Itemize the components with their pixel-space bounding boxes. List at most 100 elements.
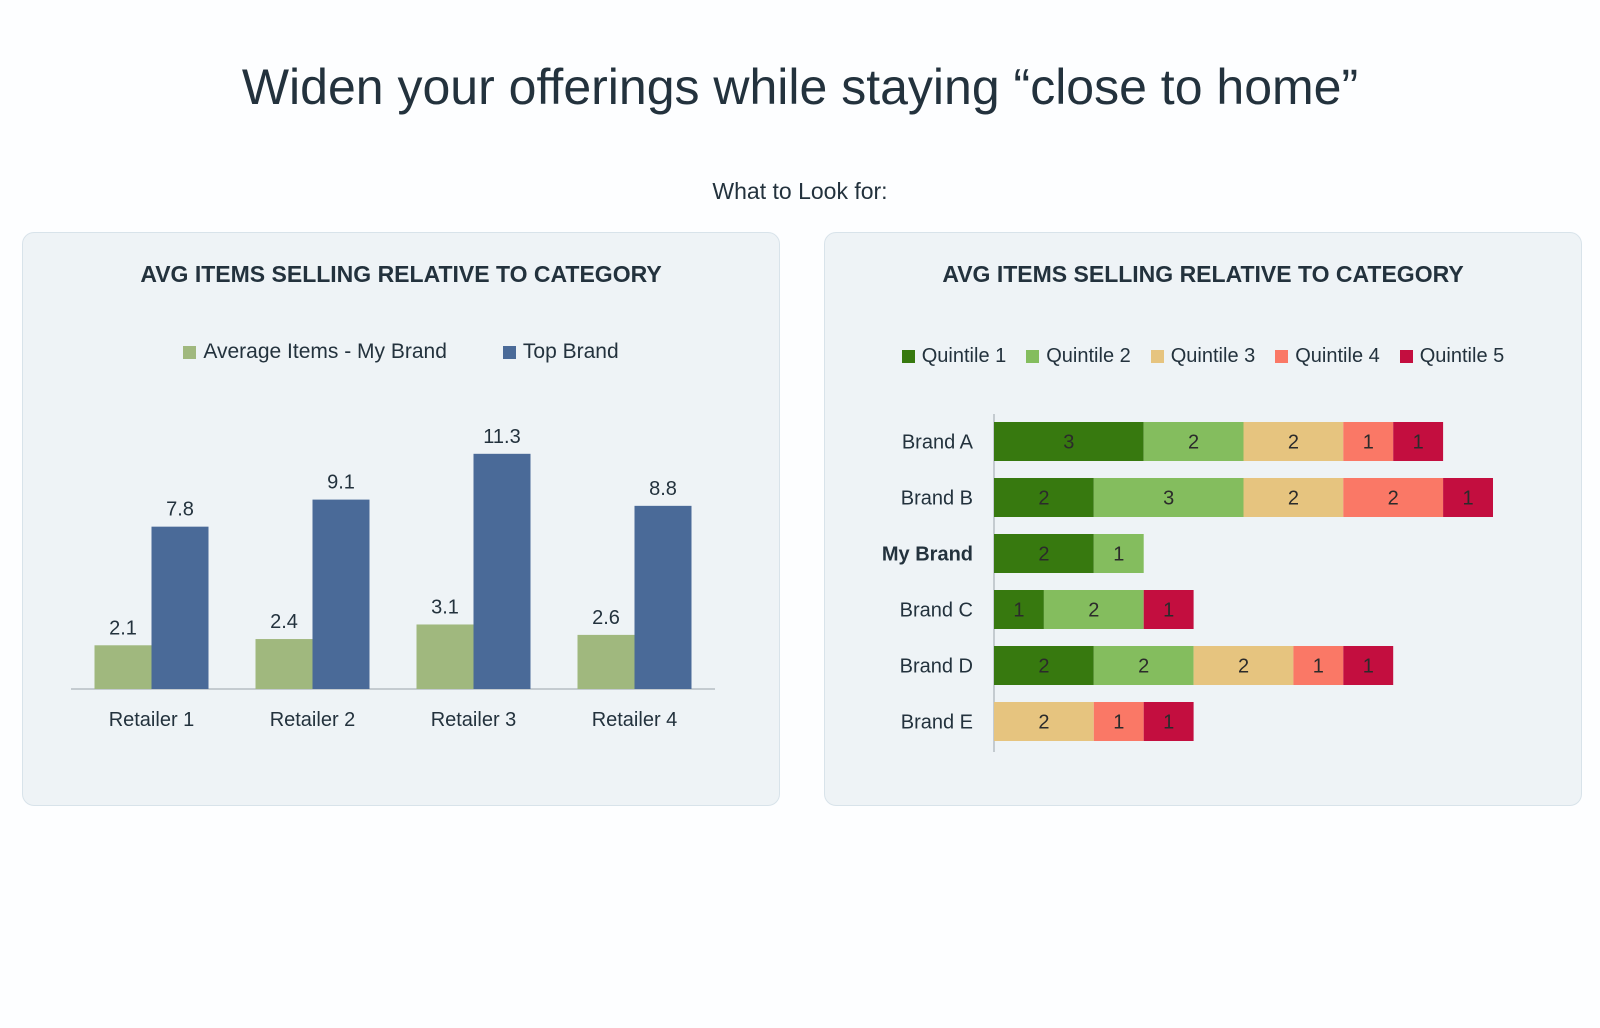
- segment-label-quintile-1-brand-d: 2: [1038, 656, 1049, 678]
- legend-swatch-quintile-5: [1399, 350, 1413, 363]
- legend-swatch-my-brand: [183, 345, 197, 359]
- segment-quintile-4-brand-d: [1293, 646, 1344, 685]
- data-label-top-brand-retailer-1: 7.8: [166, 499, 194, 521]
- page-title: Widen your offerings while staying “clos…: [241, 59, 1359, 115]
- bar-top-brand-retailer-2: [312, 499, 370, 689]
- legend-label-quintile-2: Quintile 2: [1046, 345, 1131, 367]
- bar-top-brand-retailer-4: [634, 505, 692, 689]
- segment-label-quintile-5-brand-d: 1: [1363, 656, 1374, 678]
- legend-swatch-quintile-1: [901, 350, 915, 363]
- legend-label-quintile-1: Quintile 1: [921, 345, 1007, 367]
- segment-label-quintile-2-my-brand: 1: [1113, 544, 1124, 566]
- bar-average-items-my-brand-retailer-3: [416, 624, 474, 689]
- segment-quintile-2-brand-b: [1093, 478, 1244, 517]
- legend-swatch-quintile-2: [1026, 350, 1040, 363]
- segment-label-quintile-3-brand-a: 2: [1288, 432, 1299, 454]
- segment-quintile-5-brand-b: [1443, 478, 1493, 517]
- segment-label-quintile-2-brand-a: 2: [1188, 432, 1199, 454]
- y-tick-label-brand-b: Brand B: [901, 488, 973, 510]
- segment-label-quintile-1-brand-c: 1: [1013, 600, 1024, 622]
- page-subtitle: What to Look for:: [712, 178, 888, 204]
- legend-item-quintile-1: Quintile 1: [901, 345, 1007, 368]
- segment-label-quintile-1-brand-b: 2: [1038, 488, 1049, 510]
- x-tick-label-retailer-4: Retailer 4: [592, 709, 678, 731]
- segment-label-quintile-3-brand-d: 2: [1238, 656, 1249, 678]
- segment-quintile-3-brand-e: [994, 702, 1094, 741]
- left-chart-panel: AVG ITEMS SELLING RELATIVE TO CATEGORY A…: [22, 232, 780, 806]
- segment-quintile-2-brand-a: [1143, 422, 1244, 461]
- segment-quintile-5-brand-e: [1143, 702, 1194, 741]
- bar-top-brand-retailer-3: [473, 453, 531, 689]
- segment-label-quintile-5-brand-c: 1: [1163, 600, 1174, 622]
- segment-label-quintile-5-brand-a: 1: [1413, 432, 1424, 454]
- data-label-top-brand-retailer-4: 8.8: [649, 478, 677, 500]
- segment-quintile-5-brand-d: [1343, 646, 1394, 685]
- legend-label-my-brand: Average Items - My Brand: [203, 340, 447, 363]
- segment-label-quintile-3-brand-b: 2: [1288, 488, 1299, 510]
- segment-quintile-3-brand-a: [1243, 422, 1344, 461]
- data-label-top-brand-retailer-2: 9.1: [327, 472, 355, 494]
- segment-quintile-5-brand-c: [1143, 590, 1194, 629]
- x-tick-label-retailer-1: Retailer 1: [109, 709, 195, 731]
- right-chart-panel: AVG ITEMS SELLING RELATIVE TO CATEGORY Q…: [824, 232, 1582, 806]
- legend-item-top-brand: Top Brand: [502, 340, 619, 364]
- segment-quintile-4-brand-b: [1343, 478, 1444, 517]
- segment-quintile-3-brand-b: [1243, 478, 1344, 517]
- data-label-top-brand-retailer-3: 11.3: [483, 426, 520, 448]
- left-chart-legend: Average Items - My Brand Top Brand: [23, 340, 779, 364]
- x-tick-label-retailer-3: Retailer 3: [431, 709, 517, 731]
- segment-quintile-3-brand-d: [1193, 646, 1294, 685]
- segment-label-quintile-2-brand-c: 2: [1088, 600, 1099, 622]
- y-tick-label-brand-a: Brand A: [902, 432, 974, 454]
- segment-label-quintile-1-brand-a: 3: [1063, 432, 1074, 454]
- segment-label-quintile-3-brand-e: 2: [1038, 712, 1049, 734]
- x-tick-label-retailer-2: Retailer 2: [270, 709, 356, 731]
- segment-label-quintile-4-brand-a: 1: [1363, 432, 1374, 454]
- legend-label-quintile-5: Quintile 5: [1419, 345, 1505, 367]
- legend-label-quintile-3: Quintile 3: [1170, 345, 1256, 367]
- bar-average-items-my-brand-retailer-4: [577, 634, 635, 689]
- left-bar-chart: 2.1 7.8 Retailer 1 2.4 9.1 Retailer 2 3.1 11.3 R…: [71, 426, 715, 731]
- y-tick-label-brand-c: Brand C: [900, 600, 973, 622]
- data-label-average-items-my-brand-retailer-1: 2.1: [109, 617, 137, 639]
- legend-swatch-quintile-4: [1275, 350, 1289, 363]
- right-chart-title: AVG ITEMS SELLING RELATIVE TO CATEGORY: [942, 261, 1464, 287]
- segment-quintile-1-brand-c: [994, 590, 1044, 629]
- segment-label-quintile-2-brand-d: 2: [1138, 656, 1149, 678]
- right-chart-legend: Quintile 1 Quintile 2 Quintile 3 Quintil…: [825, 345, 1581, 368]
- segment-label-quintile-5-brand-e: 1: [1163, 712, 1174, 734]
- segment-label-quintile-4-brand-e: 1: [1113, 712, 1124, 734]
- segment-label-quintile-4-brand-b: 2: [1388, 488, 1399, 510]
- segment-quintile-4-brand-e: [1093, 702, 1144, 741]
- legend-item-quintile-4: Quintile 4: [1275, 345, 1380, 368]
- legend-swatch-quintile-3: [1150, 350, 1164, 363]
- right-stacked-bar-chart: Brand A 3 2 2 1 1 Brand B 2 3 2 2 1 My Brand 2 1 Brand …: [882, 414, 1493, 752]
- bar-top-brand-retailer-1: [151, 526, 209, 689]
- segment-quintile-4-brand-a: [1343, 422, 1394, 461]
- bar-average-items-my-brand-retailer-1: [94, 645, 152, 689]
- data-label-average-items-my-brand-retailer-4: 2.6: [592, 607, 620, 629]
- segment-label-quintile-1-my-brand: 2: [1038, 544, 1049, 566]
- legend-label-top-brand: Top Brand: [522, 340, 619, 363]
- legend-swatch-top-brand: [502, 345, 516, 359]
- bar-average-items-my-brand-retailer-2: [255, 639, 313, 689]
- y-tick-label-my-brand: My Brand: [882, 544, 973, 566]
- legend-item-my-brand: Average Items - My Brand: [183, 340, 447, 364]
- legend-item-quintile-3: Quintile 3: [1150, 345, 1256, 368]
- segment-quintile-2-my-brand: [1093, 534, 1144, 573]
- segment-quintile-2-brand-d: [1093, 646, 1194, 685]
- segment-quintile-1-my-brand: [994, 534, 1094, 573]
- segment-quintile-1-brand-b: [994, 478, 1094, 517]
- y-tick-label-brand-d: Brand D: [900, 656, 973, 678]
- data-label-average-items-my-brand-retailer-3: 3.1: [431, 596, 459, 618]
- segment-quintile-1-brand-d: [994, 646, 1094, 685]
- segment-label-quintile-2-brand-b: 3: [1163, 488, 1174, 510]
- y-tick-label-brand-e: Brand E: [901, 712, 973, 734]
- segment-label-quintile-4-brand-d: 1: [1313, 656, 1324, 678]
- data-label-average-items-my-brand-retailer-2: 2.4: [270, 611, 298, 633]
- segment-label-quintile-5-brand-b: 1: [1462, 488, 1473, 510]
- legend-item-quintile-2: Quintile 2: [1026, 345, 1131, 368]
- legend-label-quintile-4: Quintile 4: [1295, 345, 1380, 367]
- segment-quintile-5-brand-a: [1393, 422, 1444, 461]
- left-chart-title: AVG ITEMS SELLING RELATIVE TO CATEGORY: [140, 261, 662, 287]
